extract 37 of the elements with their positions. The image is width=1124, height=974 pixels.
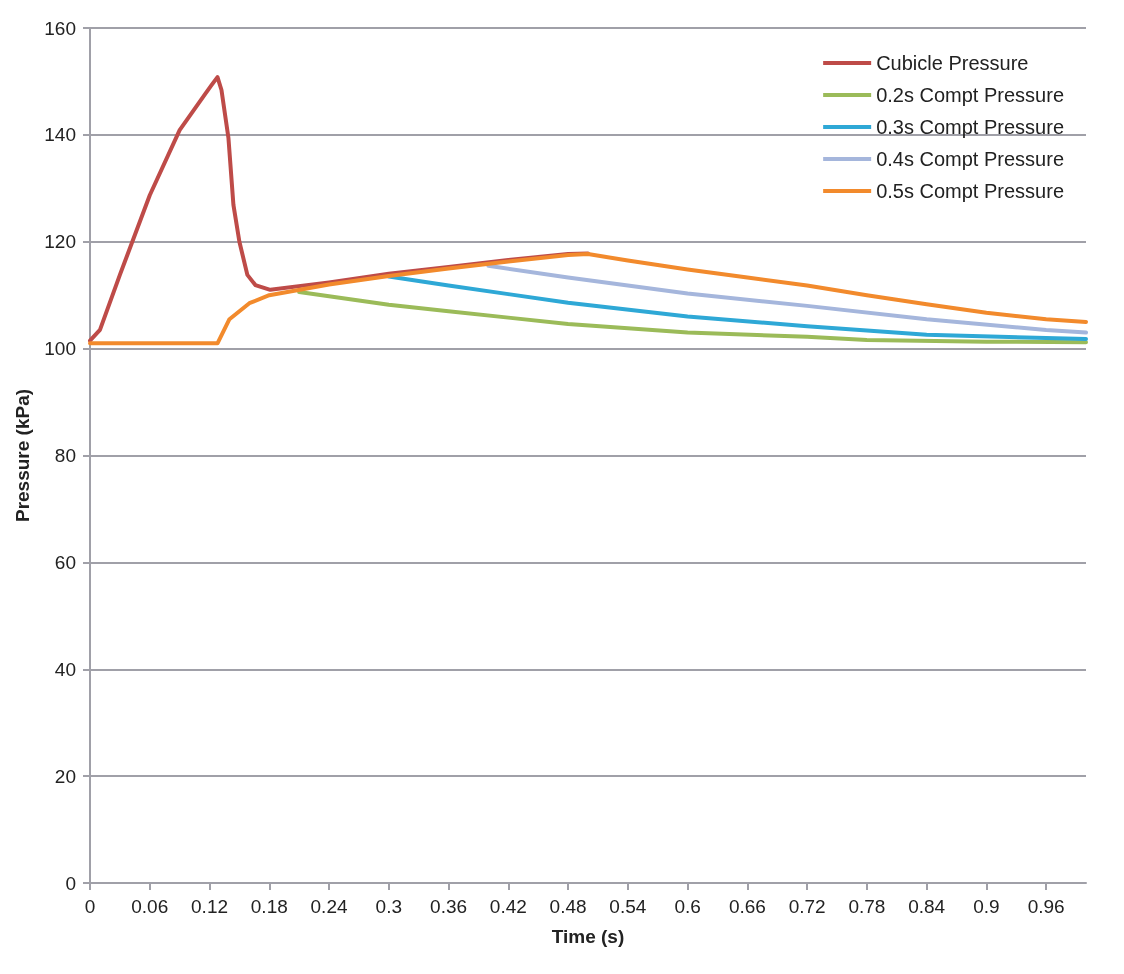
x-tick-label: 0.48 <box>549 896 587 917</box>
x-tick-label: 0.6 <box>674 896 701 917</box>
x-tick-label: 0.78 <box>848 896 886 917</box>
x-tick-label: 0.66 <box>728 896 766 917</box>
legend-label: Cubicle Pressure <box>876 52 1029 74</box>
x-tick-label: 0.84 <box>908 896 946 917</box>
x-axis-title: Time (s) <box>551 926 625 947</box>
y-tick-label: 160 <box>44 17 76 39</box>
y-tick-label: 60 <box>54 551 76 573</box>
legend-label: 0.2s Compt Pressure <box>876 84 1065 106</box>
line-series <box>88 252 1088 346</box>
line-series <box>297 289 1088 345</box>
x-tick-label: 0.42 <box>489 896 527 917</box>
x-tick-label: 0.72 <box>788 896 826 917</box>
y-axis-title: Pressure (kPa) <box>12 388 33 523</box>
y-tick-label: 0 <box>65 872 76 894</box>
x-tick-label: 0.36 <box>430 896 468 917</box>
line-series <box>486 263 1088 335</box>
legend-label: 0.5s Compt Pressure <box>876 180 1065 202</box>
y-tick-label: 100 <box>44 338 76 360</box>
x-tick-label: 0.9 <box>973 896 1000 917</box>
x-tick-label: 0 <box>84 896 96 917</box>
x-tick-label: 0.24 <box>310 896 348 917</box>
x-tick-label: 0.12 <box>191 896 229 917</box>
x-tick-label: 0.54 <box>609 896 647 917</box>
legend-label: 0.4s Compt Pressure <box>876 148 1065 170</box>
y-tick-label: 120 <box>44 231 76 253</box>
x-tick-label: 0.96 <box>1027 896 1065 917</box>
line-series <box>386 274 1088 342</box>
x-tick-label: 0.18 <box>250 896 288 917</box>
x-tick-label: 0.06 <box>131 896 169 917</box>
legend-label: 0.3s Compt Pressure <box>876 116 1065 138</box>
x-tick-label: 0.3 <box>375 896 403 917</box>
y-tick-label: 40 <box>54 658 76 680</box>
y-tick-label: 140 <box>44 124 76 146</box>
y-tick-label: 80 <box>54 445 76 466</box>
y-tick-label: 20 <box>54 765 76 787</box>
